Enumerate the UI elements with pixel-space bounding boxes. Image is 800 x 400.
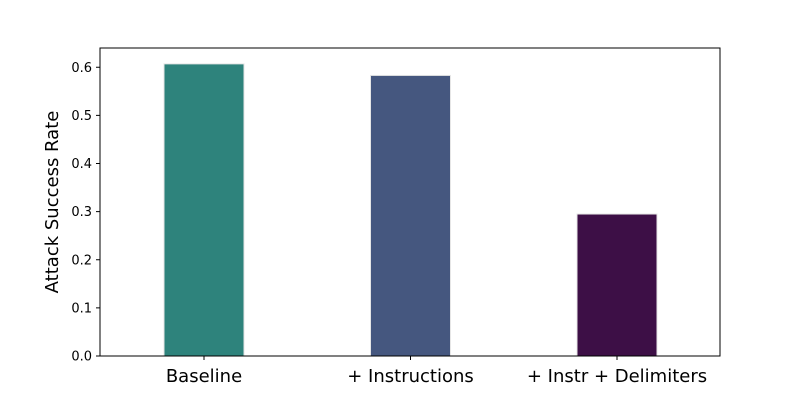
bar-1: [370, 74, 451, 357]
y-axis-label: Attack Success Rate: [42, 111, 63, 294]
bar-0: [163, 63, 245, 357]
x-tick-label: + Instructions: [347, 366, 474, 387]
bar-2: [576, 213, 658, 357]
y-tick-label: 0.5: [71, 109, 92, 124]
y-ticks-group: 0.0 0.1 0.2 0.3 0.4 0.5 0.6: [71, 61, 100, 365]
y-tick-label: 0.3: [71, 205, 92, 220]
plot-frame: [99, 47, 721, 357]
x-ticks-group: Baseline + Instructions + Instr + Delimite…: [166, 356, 707, 387]
y-tick-label: 0.2: [71, 253, 92, 268]
y-tick-label: 0.6: [71, 61, 92, 76]
x-tick-label: Baseline: [166, 366, 242, 387]
bars-group: [163, 63, 658, 357]
x-tick-label: + Instr + Delimiters: [527, 366, 707, 387]
y-tick-label: 0.1: [71, 301, 92, 316]
y-tick-label: 0.0: [71, 350, 92, 365]
y-tick-label: 0.4: [71, 157, 92, 172]
